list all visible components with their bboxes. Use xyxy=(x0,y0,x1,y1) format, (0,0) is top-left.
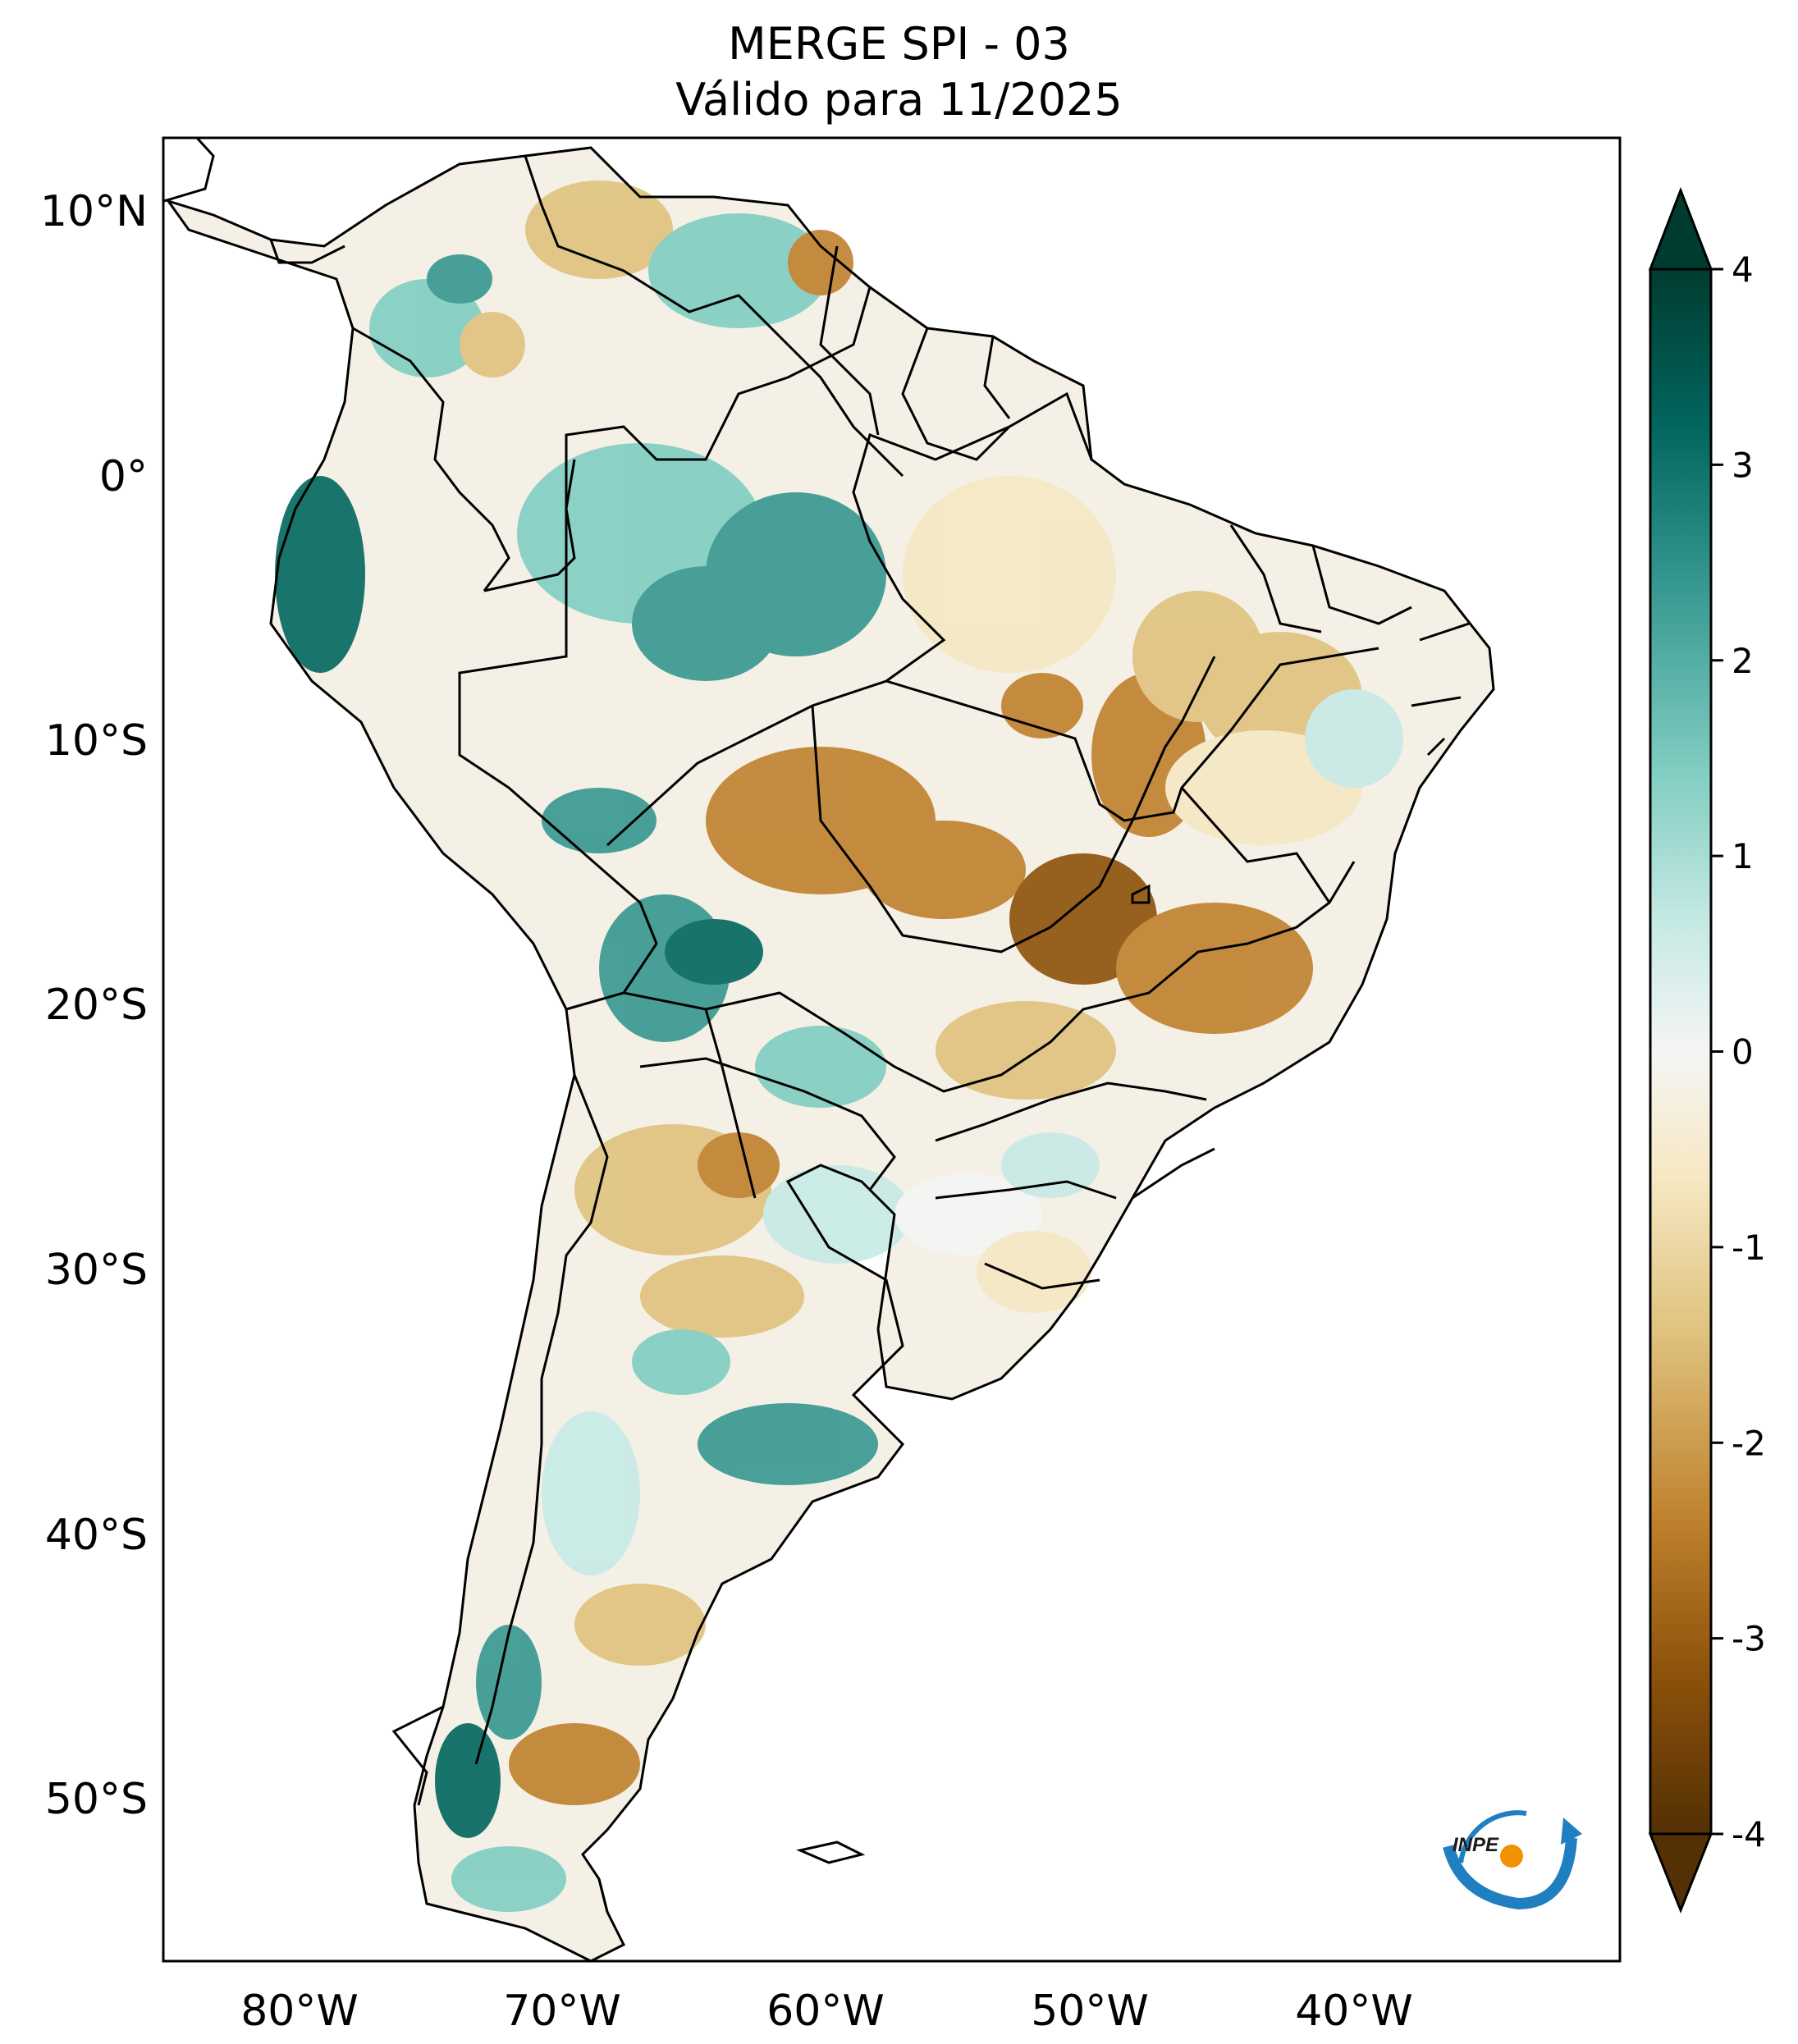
lon-label: 80°W xyxy=(240,1987,359,2036)
colorbar-tick-label: -1 xyxy=(1732,1228,1766,1268)
lon-label: 40°W xyxy=(1295,1987,1413,2036)
colorbar-tick-label: 3 xyxy=(1732,445,1754,485)
lat-label: 10°S xyxy=(45,716,148,766)
colorbar-min-arrow xyxy=(1648,1832,1713,1914)
country-borders xyxy=(163,136,1495,1963)
colorbar-tick-label: 1 xyxy=(1732,836,1754,876)
colorbar-max-arrow xyxy=(1648,186,1713,271)
colorbar-tick-label: 4 xyxy=(1732,249,1754,290)
lat-label: 30°S xyxy=(45,1246,148,1295)
colorbar: 4 3 2 1 0 -1 -2 -3 -4 xyxy=(1648,186,1766,1914)
colorbar-tick-label: -3 xyxy=(1732,1619,1766,1659)
map-subtitle: Válido para 11/2025 xyxy=(675,74,1123,126)
lat-label: 20°S xyxy=(45,981,148,1030)
colorbar-tick-label: 2 xyxy=(1732,641,1754,681)
lat-label: 40°S xyxy=(45,1511,148,1560)
lon-label: 60°W xyxy=(766,1987,885,2036)
inpe-logo: INPE xyxy=(1443,1810,1582,1910)
colorbar-gradient xyxy=(1649,268,1713,1836)
lon-label: 70°W xyxy=(503,1987,621,2036)
lat-label: 50°S xyxy=(45,1775,148,1824)
spi-field xyxy=(168,148,1494,1961)
lat-label: 10°N xyxy=(40,187,148,236)
logo-text: INPE xyxy=(1453,1834,1499,1856)
lat-label: 0° xyxy=(99,452,148,501)
colorbar-tick-label: -4 xyxy=(1732,1814,1766,1854)
longitude-labels: 80°W 70°W 60°W 50°W 40°W xyxy=(240,1987,1413,2036)
latitude-labels: 10°N 0° 10°S 20°S 30°S 40°S 50°S xyxy=(40,187,148,1824)
map-title: MERGE SPI - 03 xyxy=(728,18,1070,70)
colorbar-tick-label: -2 xyxy=(1732,1423,1766,1463)
lon-label: 50°W xyxy=(1031,1987,1149,2036)
colorbar-tick-label: 0 xyxy=(1732,1032,1754,1072)
